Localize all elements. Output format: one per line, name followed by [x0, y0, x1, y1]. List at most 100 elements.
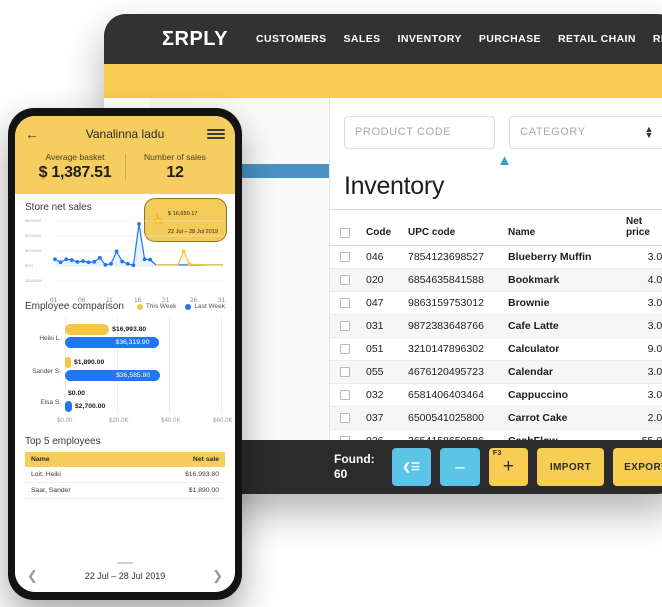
date-navigator: ❮ 22 Jul – 28 Jul 2019 ❯: [15, 568, 235, 586]
import-button[interactable]: IMPORT: [537, 448, 604, 486]
cell-code: 037: [362, 406, 404, 430]
date-range-label: 22 Jul – 28 Jul 2019: [84, 571, 166, 581]
nav-item-customers[interactable]: CUSTOMERS: [256, 33, 327, 45]
linechart-ytick: $0.00: [25, 264, 33, 268]
row-checkbox[interactable]: [330, 383, 362, 407]
row-checkbox[interactable]: [330, 360, 362, 384]
list-item[interactable]: Loit, Heiki $16,993.80: [25, 467, 225, 483]
cell-upc: 9872383648766: [404, 314, 504, 338]
column-header-name[interactable]: Name: [504, 209, 622, 246]
barchart-category-label: Sander S.: [32, 368, 61, 375]
checkbox-icon[interactable]: [340, 321, 350, 331]
bar-this-week: [65, 324, 110, 335]
nav-item-inventory[interactable]: INVENTORY: [397, 33, 462, 45]
barchart-gridline: [117, 318, 118, 414]
nav-item-sales[interactable]: SALES: [343, 33, 381, 45]
checkbox-icon[interactable]: [340, 367, 350, 377]
phone-title-row: ← Vanalinna ladu: [25, 124, 225, 144]
linechart-xtick: 31: [218, 297, 226, 304]
mobile-phone-device: ← Vanalinna ladu Average basket $ 1,387.…: [8, 108, 242, 600]
cell-code: 047: [362, 291, 404, 315]
bar-last-week: [65, 401, 73, 412]
checkbox-icon[interactable]: [340, 413, 350, 423]
top5-cell-name: Loit, Heiki: [25, 467, 131, 483]
row-checkbox[interactable]: [330, 268, 362, 292]
cell-name: Brownie: [504, 291, 622, 315]
checkbox-icon[interactable]: [340, 252, 350, 262]
stat-average-basket-value: $ 1,387.51: [38, 164, 112, 181]
export-button[interactable]: EXPORT: [612, 448, 662, 486]
inventory-table: Code UPC code Name Net price Net + tax 0…: [330, 209, 662, 476]
chevron-right-icon[interactable]: ❯: [212, 568, 223, 583]
bar-value-label: $1,890.00: [74, 359, 105, 366]
cell-net-price: 3.00: [622, 245, 662, 269]
cell-name: Cappuccino: [504, 383, 622, 407]
checkbox-icon[interactable]: [340, 228, 350, 238]
tap-hand-icon: 👆: [151, 214, 164, 226]
cell-upc: 9863159753012: [404, 291, 504, 315]
linechart-ytick: $20,000.00: [25, 249, 41, 253]
add-button[interactable]: F3 +: [488, 448, 529, 486]
chevron-left-icon[interactable]: ❮: [27, 568, 38, 583]
legend-this-week: This Week: [136, 303, 176, 310]
phone-screen: ← Vanalinna ladu Average basket $ 1,387.…: [15, 116, 235, 592]
collapse-filters-row[interactable]: ▲: [330, 152, 662, 170]
column-header-upc[interactable]: UPC code: [404, 209, 504, 246]
stat-number-of-sales: Number of sales 12: [125, 152, 225, 182]
select-all-header[interactable]: [330, 209, 362, 246]
found-count: 60: [334, 467, 348, 481]
linechart-ytick: -$20,000.00: [25, 279, 42, 283]
checkbox-icon[interactable]: [340, 344, 350, 354]
nav-item-retail-chain[interactable]: RETAIL CHAIN: [557, 33, 636, 45]
linechart-xtick: 01: [50, 297, 58, 304]
hamburger-icon[interactable]: [207, 129, 225, 139]
column-header-net-price[interactable]: Net price: [622, 209, 662, 246]
barchart-category-label: Heiki L.: [39, 335, 61, 342]
row-checkbox[interactable]: [330, 337, 362, 361]
legend-swatch-last-week: [185, 303, 192, 310]
row-checkbox[interactable]: [330, 245, 362, 269]
back-arrow-icon[interactable]: ←: [25, 126, 39, 142]
top5-cell-name: Saar, Sander: [25, 482, 131, 499]
store-net-sales-linechart: $60,000.00 $40,000.00 $20,000.00 $0.00 -$20,…: [25, 217, 225, 304]
checkbox-icon[interactable]: [340, 275, 350, 285]
top5-table: Name Net sale Loit, Heiki $16,993.80 Saar,…: [25, 452, 225, 499]
barchart-xtick: $20.0K: [109, 417, 129, 424]
chevron-up-icon[interactable]: ▲: [497, 152, 512, 169]
employee-comparison-barchart: $0.00 $20.0K $40.0K $60.0K Heiki L. $16,993.8…: [25, 318, 233, 428]
top5-table-body: Loit, Heiki $16,993.80 Saar, Sander $1,890.…: [25, 467, 225, 499]
column-header-code[interactable]: Code: [362, 209, 404, 246]
row-checkbox[interactable]: [330, 291, 362, 315]
cell-net-price: 3.00: [622, 314, 662, 338]
checkbox-icon[interactable]: [340, 390, 350, 400]
remove-button[interactable]: –: [440, 448, 480, 486]
found-counter: Found: 60: [334, 452, 375, 482]
list-item[interactable]: Saar, Sander $1,890.00: [25, 482, 225, 499]
cell-code: 031: [362, 314, 404, 338]
barchart-xtick: $60.0K: [213, 417, 233, 424]
top5-column-net-sale: Net sale: [130, 452, 225, 467]
row-checkbox[interactable]: [330, 406, 362, 430]
cell-name: Carrot Cake: [504, 406, 622, 430]
legend-label-last-week: Last Week: [194, 303, 225, 310]
bar-value-label: $36,585.80: [116, 372, 151, 379]
linechart-xtick: 11: [106, 297, 113, 304]
chart-tooltip: 👆 $ 16,650.17 22 Jul – 28 Jul 2019: [144, 198, 227, 242]
checkbox-icon[interactable]: [340, 298, 350, 308]
row-checkbox[interactable]: [330, 314, 362, 338]
nav-item-purchase[interactable]: PURCHASE: [478, 33, 541, 45]
list-back-icon[interactable]: ❮☰: [391, 448, 432, 486]
nav-item-reports[interactable]: REPORTS: [652, 33, 662, 45]
drag-handle[interactable]: [117, 562, 133, 564]
product-code-input[interactable]: PRODUCT CODE: [344, 115, 496, 149]
bar-last-week: [65, 337, 160, 348]
category-select[interactable]: CATEGORY ▲ ▼: [509, 115, 662, 149]
